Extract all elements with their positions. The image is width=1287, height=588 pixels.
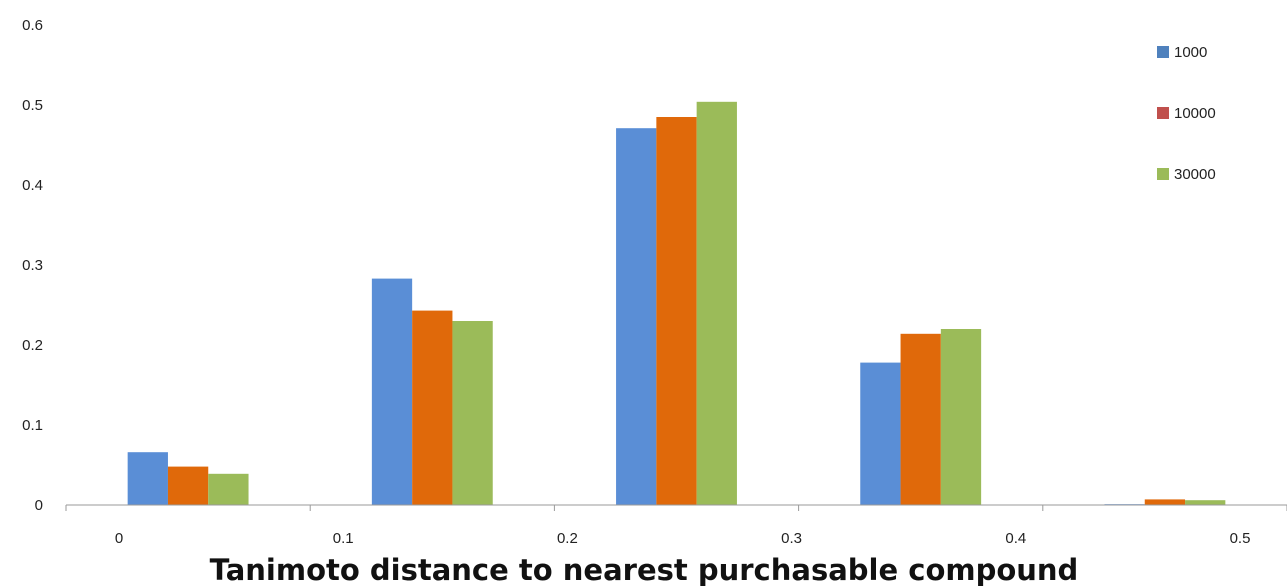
legend: 1000 10000 30000 xyxy=(1157,44,1216,183)
legend-swatch xyxy=(1157,46,1169,58)
x-axis-title: Tanimoto distance to nearest purchasable… xyxy=(210,553,1079,587)
y-axis-tick-labels: 0 0.1 0.2 0.3 0.4 0.5 0.6 xyxy=(22,17,43,514)
bar-series-1000-category-2 xyxy=(371,278,413,505)
legend-label: 30000 xyxy=(1174,166,1216,183)
bar-series-30000-category-3 xyxy=(696,101,737,506)
y-tick-label: 0.2 xyxy=(22,337,43,354)
y-tick-label: 0 xyxy=(35,497,43,514)
bar-series-30000-category-1 xyxy=(208,473,249,505)
x-axis-tick-labels: 0 0.1 0.2 0.3 0.4 0.5 xyxy=(115,530,1251,547)
y-tick-label: 0.5 xyxy=(22,97,43,114)
bar-series-1000-category-1 xyxy=(127,452,168,505)
x-tick-label: 0 xyxy=(115,530,123,547)
bar-series-30000-category-5 xyxy=(1185,500,1226,505)
x-tick-label: 0.3 xyxy=(781,530,802,547)
legend-swatch xyxy=(1157,168,1169,180)
x-tick-label: 0.2 xyxy=(557,530,578,547)
bar-series-1000-category-3 xyxy=(616,128,657,505)
bar-series-10000-category-3 xyxy=(656,117,697,505)
y-tick-label: 0.1 xyxy=(22,417,43,434)
x-axis-tick-marks xyxy=(65,505,1287,511)
bar-series-1000-category-4 xyxy=(860,362,901,505)
legend-label: 1000 xyxy=(1174,44,1207,61)
bar-series-10000-category-1 xyxy=(167,466,209,505)
x-tick-label: 0.4 xyxy=(1005,530,1026,547)
x-tick-label: 0.5 xyxy=(1230,530,1251,547)
bar-series-30000-category-4 xyxy=(940,329,982,505)
bars xyxy=(127,101,1226,506)
bar-series-10000-category-5 xyxy=(1144,499,1186,505)
bar-series-10000-category-2 xyxy=(412,310,453,505)
y-tick-label: 0.4 xyxy=(22,177,43,194)
bar-series-30000-category-2 xyxy=(452,321,493,505)
bar-series-10000-category-4 xyxy=(900,333,941,505)
legend-swatch xyxy=(1157,107,1169,119)
x-tick-label: 0.1 xyxy=(333,530,354,547)
y-tick-label: 0.3 xyxy=(22,257,43,274)
legend-label: 10000 xyxy=(1174,105,1216,122)
y-tick-label: 0.6 xyxy=(22,17,43,34)
